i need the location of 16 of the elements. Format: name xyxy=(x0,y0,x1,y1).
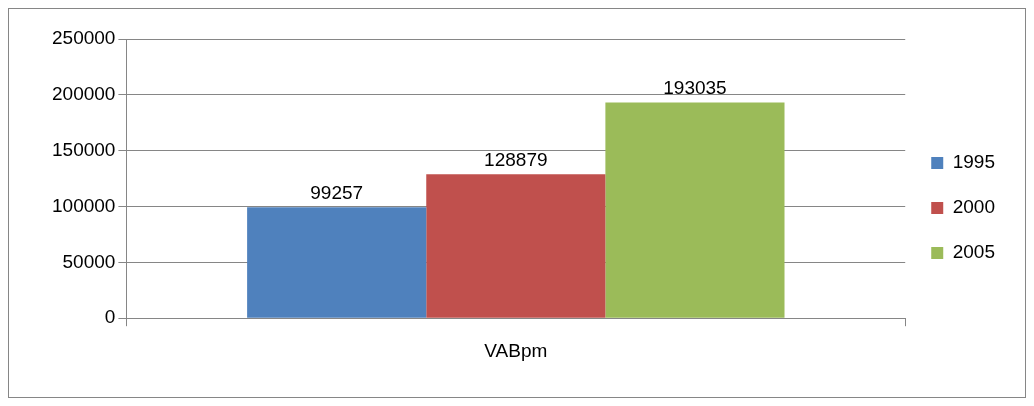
legend-label: 1995 xyxy=(952,151,996,173)
bar xyxy=(426,174,606,318)
y-tick-label: 0 xyxy=(104,306,116,328)
data-label: 99257 xyxy=(310,182,364,204)
legend-label: 2005 xyxy=(952,241,996,263)
data-label: 193035 xyxy=(663,77,727,99)
y-tick-label: 250000 xyxy=(52,27,116,49)
x-tick-label: VABpm xyxy=(484,339,548,361)
y-tick-label: 100000 xyxy=(52,194,116,216)
bar xyxy=(605,102,785,318)
bar xyxy=(247,207,427,318)
data-label: 128879 xyxy=(484,149,548,170)
y-tick-label: 50000 xyxy=(62,250,116,272)
legend-label: 2000 xyxy=(952,196,996,218)
y-tick-label: 200000 xyxy=(52,83,116,105)
y-tick-label: 150000 xyxy=(52,138,116,160)
